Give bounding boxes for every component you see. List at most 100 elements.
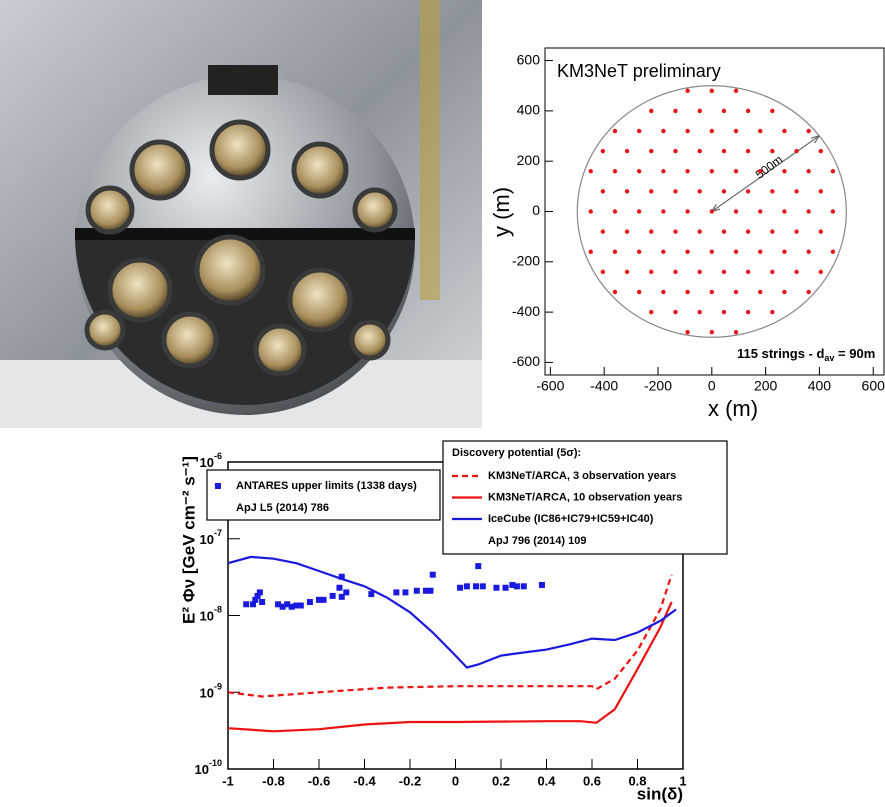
y-tick-label: 10-10	[195, 758, 222, 777]
data-point	[520, 583, 527, 590]
data-point	[472, 583, 479, 590]
string-point	[733, 169, 739, 174]
string-point	[588, 169, 593, 174]
data-point	[284, 601, 291, 608]
string-point	[782, 209, 787, 214]
data-point	[306, 598, 313, 605]
string-point	[612, 128, 618, 134]
y-tick-base: 10	[200, 609, 214, 624]
x-tick-label: 0.6	[583, 773, 601, 788]
string-point	[830, 169, 836, 174]
string-point	[685, 209, 690, 214]
y-tick-label: 10-6	[200, 451, 222, 470]
series-line	[227, 601, 673, 733]
string-point	[697, 269, 702, 275]
string-point	[697, 309, 702, 315]
x-axis-label: x (m)	[708, 396, 758, 421]
y-tick-label: -200	[512, 253, 540, 269]
string-point	[721, 269, 727, 275]
string-point	[733, 249, 739, 254]
string-point	[624, 269, 630, 275]
x-axis-label: sin(δ)	[637, 784, 683, 803]
string-point	[733, 289, 739, 295]
string-point	[624, 229, 630, 234]
string-point	[733, 330, 739, 335]
string-point	[649, 309, 654, 315]
string-point	[721, 148, 727, 154]
string-point	[649, 189, 654, 194]
data-point	[393, 589, 400, 596]
string-point	[794, 229, 799, 234]
string-point	[806, 209, 811, 214]
string-point	[661, 169, 666, 174]
x-tick-label: 0.2	[492, 773, 510, 788]
y-tick-exponent: -6	[214, 451, 222, 461]
string-point	[636, 209, 642, 214]
y-tick-base: 10	[200, 532, 214, 547]
data-point	[293, 602, 300, 609]
radius-arrow	[711, 135, 820, 212]
string-point	[649, 269, 654, 275]
x-tick-label: -1	[222, 773, 234, 788]
string-point	[745, 309, 751, 315]
string-point	[673, 189, 678, 194]
y-tick-base: 10	[200, 455, 214, 470]
data-point	[256, 589, 263, 596]
data-point	[252, 596, 259, 603]
string-point	[758, 169, 763, 174]
string-point	[818, 148, 823, 154]
x-tick-label: 0.4	[537, 773, 556, 788]
legend-box	[442, 440, 728, 555]
y-tick-exponent: -8	[214, 605, 222, 615]
annotation-tail: = 90m	[834, 346, 875, 361]
y-tick-label: -400	[512, 303, 540, 319]
string-point	[770, 148, 775, 154]
annotation: 115 strings - dav = 90m	[737, 346, 875, 363]
x-tick-label: 1	[679, 773, 686, 788]
data-point	[329, 592, 336, 599]
string-point	[745, 229, 751, 234]
legend-label: ANTARES upper limits (1338 days)	[236, 480, 417, 492]
string-point	[758, 128, 763, 134]
string-point	[818, 189, 823, 194]
string-point	[636, 249, 642, 254]
string-point	[649, 229, 654, 234]
y-tick-label: 10-8	[200, 605, 222, 624]
photo	[0, 0, 482, 428]
string-point	[758, 209, 763, 214]
data-point	[254, 592, 261, 599]
data-point	[343, 589, 350, 596]
string-point	[709, 88, 715, 93]
string-point	[721, 309, 727, 315]
data-point	[297, 602, 304, 609]
x-tick-label: -0.8	[262, 773, 284, 788]
data-point	[493, 584, 500, 591]
string-point	[818, 269, 823, 275]
y-tick-label: 200	[517, 152, 541, 168]
string-point	[673, 148, 678, 154]
y-tick-label: 600	[517, 51, 541, 67]
x-tick-label: -0.6	[308, 773, 330, 788]
string-point	[685, 88, 690, 93]
data-point	[457, 584, 464, 591]
string-point	[636, 128, 642, 134]
string-point	[661, 289, 666, 295]
data-point	[279, 603, 286, 610]
string-point	[697, 229, 702, 234]
string-point	[782, 128, 787, 134]
annotation-text: 115 strings - d	[737, 346, 824, 361]
string-point	[673, 229, 678, 234]
data-point	[243, 601, 250, 608]
y-tick-base: 10	[195, 762, 209, 777]
string-point	[733, 209, 739, 214]
string-point	[661, 249, 666, 254]
string-point	[685, 289, 690, 295]
data-point	[422, 587, 429, 594]
x-tick-label: 0.8	[628, 773, 646, 788]
data-point	[275, 601, 282, 608]
string-point	[758, 289, 763, 295]
detector-boundary	[576, 85, 847, 338]
y-axis-label: y (m)	[489, 187, 514, 237]
data-point	[368, 591, 375, 598]
